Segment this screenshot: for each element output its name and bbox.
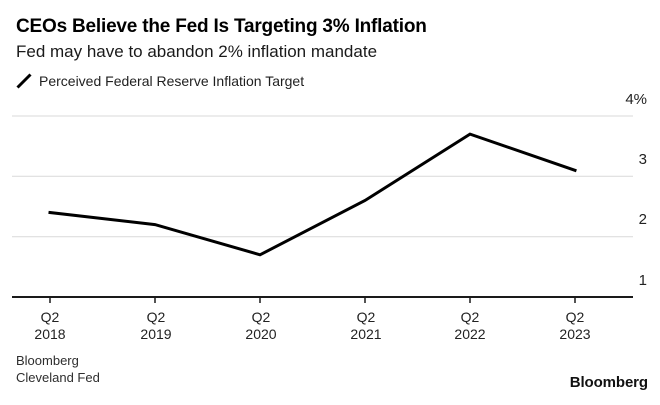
source-line-2: Cleveland Fed: [16, 370, 100, 385]
x-axis-label-year: 2019: [140, 326, 172, 342]
legend: Perceived Federal Reserve Inflation Targ…: [16, 73, 304, 89]
series-line: [48, 132, 577, 257]
source-line-1: Bloomberg: [16, 353, 79, 368]
y-axis-label: 2: [638, 211, 647, 228]
source-note: Bloomberg Cleveland Fed: [16, 352, 100, 386]
chart-title: CEOs Believe the Fed Is Targeting 3% Inf…: [16, 16, 427, 37]
y-axis-label: 3: [638, 151, 647, 168]
x-axis-label: Q2 2019: [125, 309, 187, 343]
y-axis-label: 1: [638, 272, 647, 289]
x-axis-label: Q2 2020: [230, 309, 292, 343]
legend-label: Perceived Federal Reserve Inflation Targ…: [39, 73, 305, 89]
x-axis-label: Q2 2021: [335, 309, 397, 343]
gridlines: [12, 115, 633, 238]
line-slash-icon: [16, 73, 32, 89]
x-axis-label-quarter: Q2: [356, 309, 376, 325]
x-axis-label-year: 2022: [454, 326, 486, 342]
x-axis-label: Q2 2022: [439, 309, 501, 343]
x-axis-label-quarter: Q2: [146, 309, 166, 325]
x-axis-label-quarter: Q2: [40, 309, 60, 325]
x-axis-label-year: 2018: [34, 326, 66, 342]
x-axis-label: Q2 2023: [544, 309, 606, 343]
x-axis-ticks: [49, 297, 576, 303]
chart-subtitle: Fed may have to abandon 2% inflation man…: [16, 42, 378, 61]
x-axis-label-quarter: Q2: [460, 309, 480, 325]
x-axis-label-year: 2020: [245, 326, 277, 342]
x-axis-label-year: 2021: [350, 326, 382, 342]
x-axis-label-year: 2023: [559, 326, 591, 342]
y-axis-label: 4%: [625, 91, 647, 108]
bloomberg-logo: Bloomberg: [569, 374, 648, 391]
x-axis-label-quarter: Q2: [565, 309, 585, 325]
x-axis-label-quarter: Q2: [251, 309, 271, 325]
x-axis-label: Q2 2018: [19, 309, 81, 343]
